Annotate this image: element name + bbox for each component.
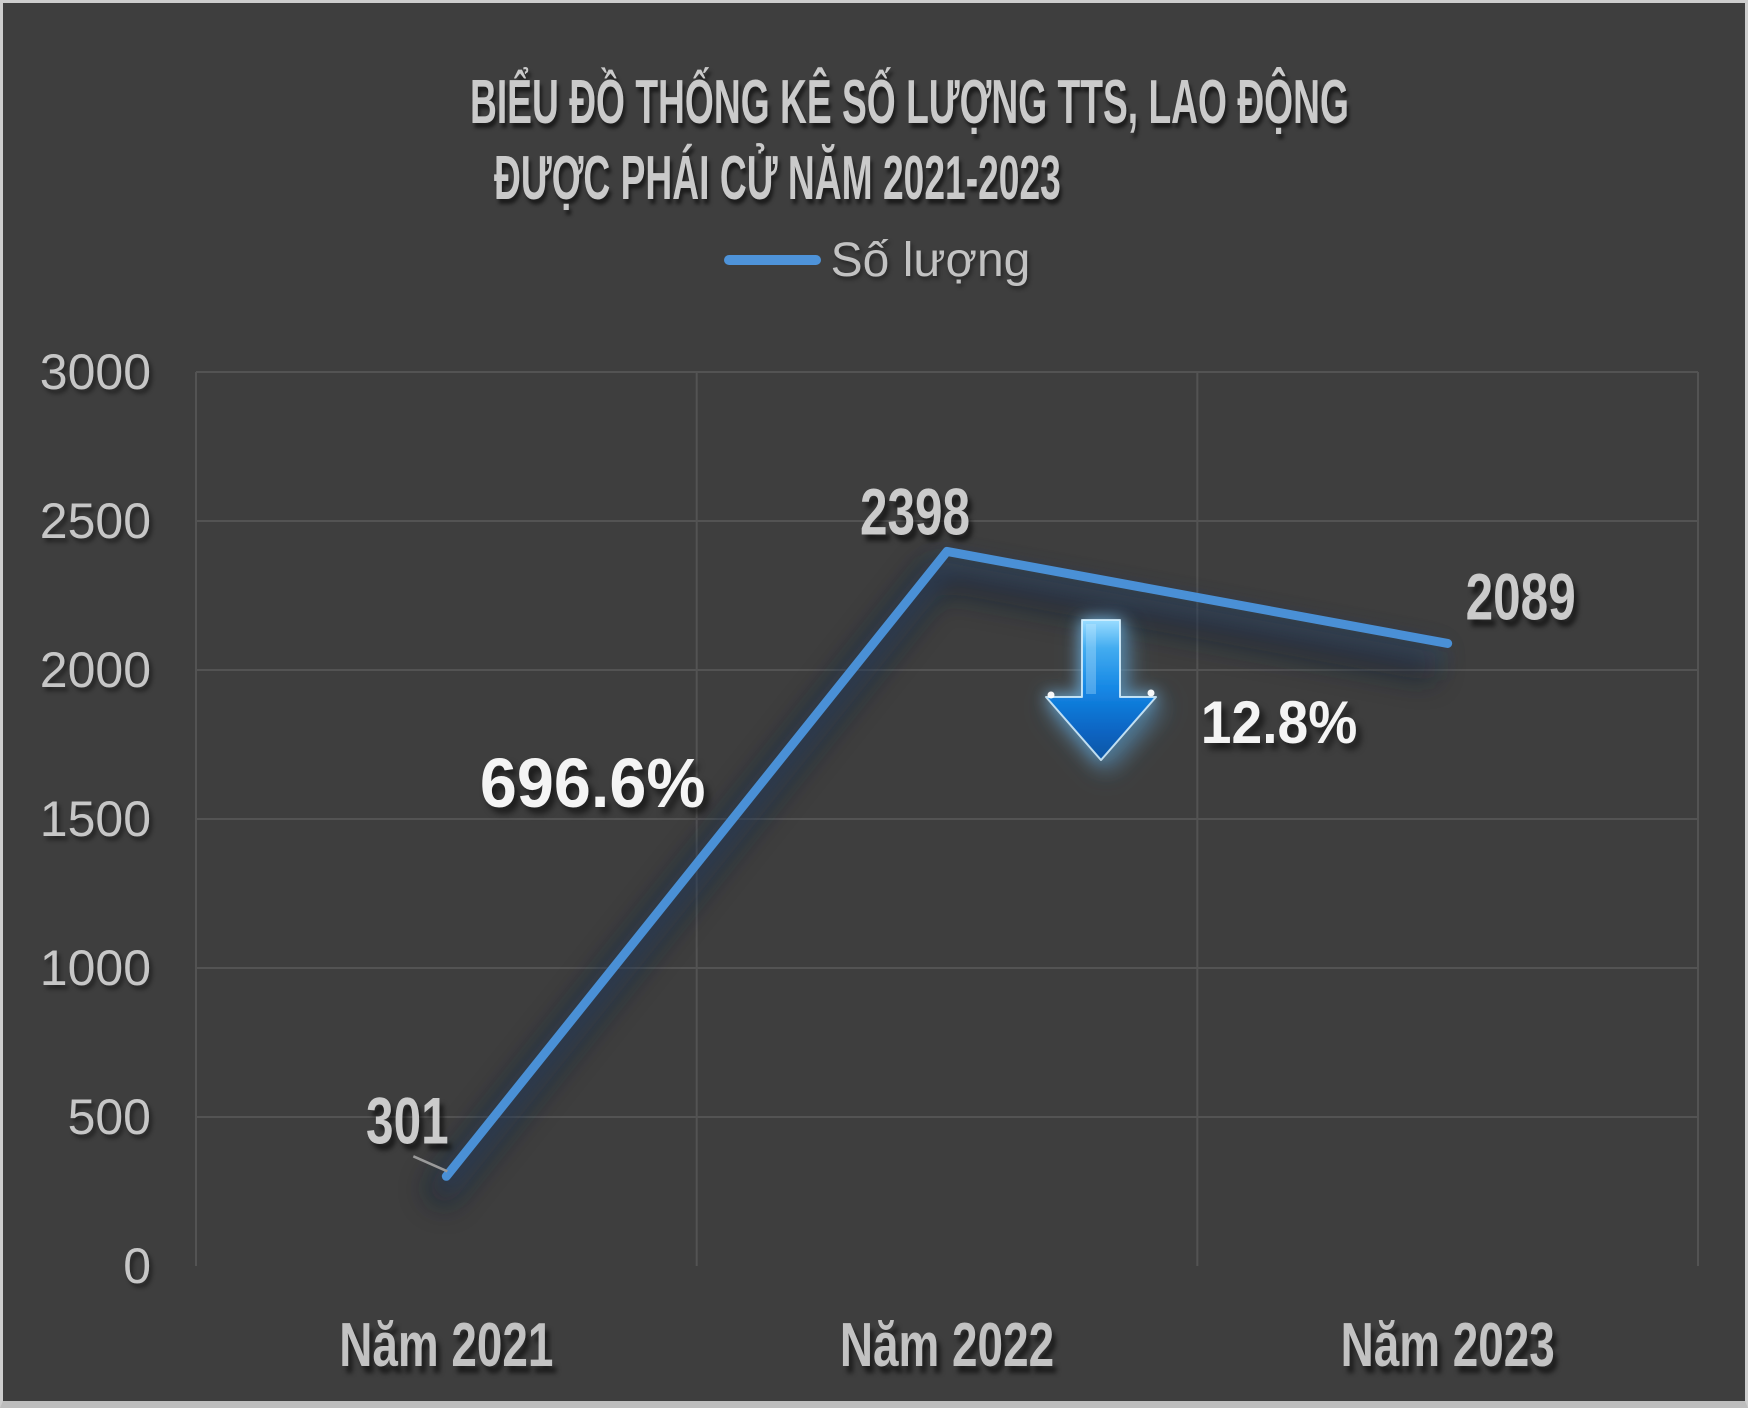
data-label: 2398 xyxy=(860,476,970,550)
plot-area: 0 500 1000 1500 2000 2500 3000 301 2398 2089 Năm 2… xyxy=(40,344,1699,1380)
y-tick-label: 500 xyxy=(68,1089,151,1145)
chart-title-line-1: BIỂU ĐỒ THỐNG KÊ SỐ LƯỢNG TTS, LAO ĐỘNG xyxy=(469,68,1349,137)
chart-title: BIỂU ĐỒ THỐNG KÊ SỐ LƯỢNG TTS, LAO ĐỘNG … xyxy=(177,65,1377,217)
x-axis-label: Năm 2021 xyxy=(339,1310,553,1379)
x-axis-label: Năm 2023 xyxy=(1341,1310,1555,1379)
y-tick-label: 1500 xyxy=(40,791,151,847)
down-arrow-icon xyxy=(1045,619,1157,761)
annotation-decrease-percent: 12.8% xyxy=(1200,689,1358,756)
data-label-leader-line xyxy=(412,1155,448,1173)
data-label: 301 xyxy=(366,1084,449,1158)
y-tick-label: 2000 xyxy=(40,642,151,698)
generated-chart-elements: 0 500 1000 1500 2000 2500 3000 301 2398 2089 Năm 2… xyxy=(40,344,1699,1380)
annotation-increase-percent: 696.6% xyxy=(480,744,706,822)
x-axis-label: Năm 2022 xyxy=(840,1310,1054,1379)
legend-label: Số lượng xyxy=(830,233,1031,287)
y-tick-label: 3000 xyxy=(40,344,151,400)
y-tick-label: 2500 xyxy=(40,493,151,549)
y-tick-label: 0 xyxy=(123,1238,151,1294)
data-label: 2089 xyxy=(1466,561,1576,635)
legend-line-swatch xyxy=(723,255,821,265)
series-line-so-luong xyxy=(441,546,1453,1181)
y-tick-label: 1000 xyxy=(40,940,151,996)
series-line-glow xyxy=(436,552,1448,1195)
legend: Số lượng xyxy=(3,233,1745,287)
chart-title-line-2: ĐƯỢC PHÁI CỬ NĂM 2021-2023 xyxy=(493,144,1061,213)
